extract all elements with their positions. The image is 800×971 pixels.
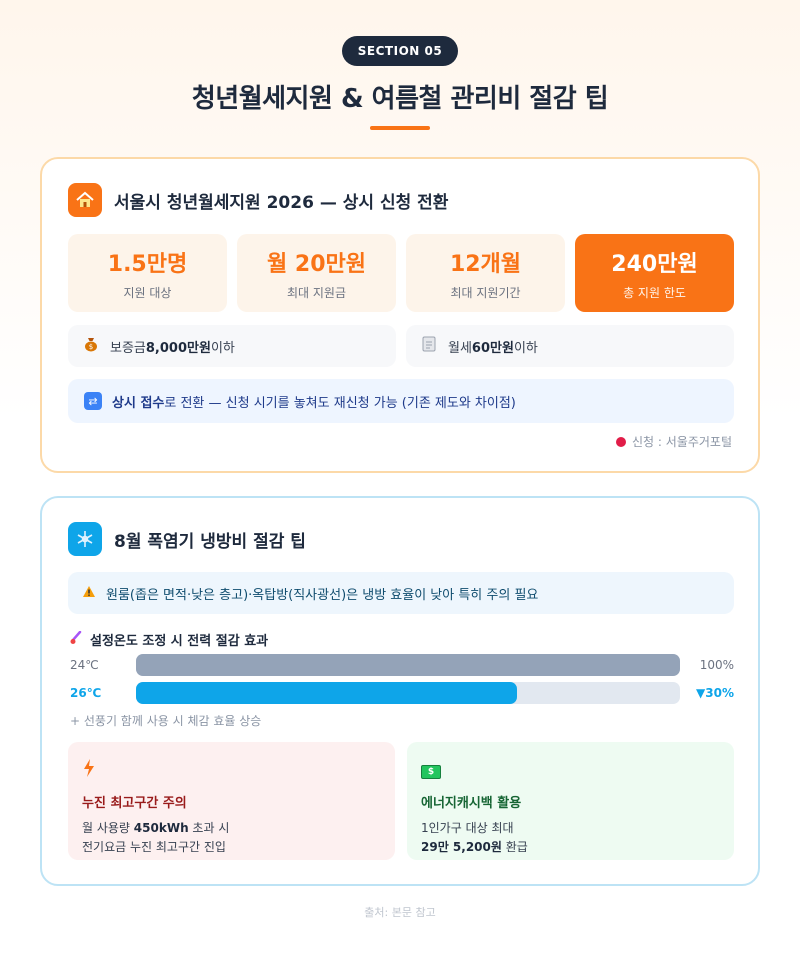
bar-value: ▼30% — [696, 686, 734, 700]
card-header: 8월 폭염기 냉방비 절감 팁 — [68, 522, 306, 556]
apply-link[interactable]: 신청 : 서울주거포털 — [616, 433, 732, 450]
bar-fill — [136, 654, 680, 676]
tip-title: 누진 최고구간 주의 — [82, 796, 187, 811]
thermometer-icon — [70, 630, 82, 648]
bar-label: 24℃ — [70, 658, 99, 672]
bar-section-title: 설정온도 조정 시 전력 절감 효과 — [70, 630, 268, 649]
pin-icon — [616, 436, 626, 447]
notice-bold: 상시 접수 — [112, 395, 165, 411]
bar-title-text: 설정온도 조정 시 전력 절감 효과 — [90, 634, 269, 649]
tip-line: 29만 5,200원 환급 — [421, 838, 720, 857]
tip-title: 에너지캐시백 활용 — [421, 796, 522, 811]
title-underline — [370, 126, 430, 130]
source-footer: 출처: 본문 참고 — [364, 906, 436, 919]
stats-row: 1.5만명 지원 대상 월 20만원 최대 지원금 12개월 최대 지원기간 2… — [68, 234, 734, 312]
tip-energy-cashback: $ 에너지캐시백 활용 1인가구 대상 최대 29만 5,200원 환급 — [407, 742, 734, 860]
condition-suffix: 이하 — [513, 340, 538, 356]
stat-value: 월 20만원 — [267, 251, 366, 277]
conditions-row: $ 보증금 8,000만원 이하 월세 60만원 이하 — [68, 325, 734, 367]
tip-text: 환급 — [501, 840, 528, 854]
tip-line: 전기요금 누진 최고구간 진입 — [82, 840, 226, 854]
condition-suffix: 이하 — [210, 340, 235, 356]
tip-bold: 450kWh — [133, 821, 189, 835]
card-header: 서울시 청년월세지원 2026 — 상시 신청 전환 — [68, 183, 448, 217]
stat-max-amount: 월 20만원 최대 지원금 — [237, 234, 396, 312]
page-title: 청년월세지원 & 여름철 관리비 절감 팁 — [191, 84, 609, 114]
condition-prefix: 월세 — [448, 340, 472, 356]
stat-value: 12개월 — [449, 251, 522, 277]
stat-label: 최대 지원금 — [286, 285, 346, 300]
house-icon — [68, 183, 102, 217]
warning-box: 원룸(좁은 면적·낮은 층고)·옥탑방(직사광선)은 냉방 효율이 낮아 특히 … — [68, 572, 734, 614]
bar-track — [136, 682, 680, 704]
bar-value: 100% — [699, 658, 734, 672]
tips-row: 누진 최고구간 주의 월 사용량 450kWh 초과 시 전기요금 누진 최고구… — [68, 742, 734, 860]
money-bag-icon: $ — [82, 336, 100, 356]
stat-max-period: 12개월 최대 지원기간 — [406, 234, 565, 312]
cash-icon: $ — [421, 758, 720, 782]
bar-label: 26℃ — [70, 686, 102, 700]
tip-text: 초과 시 — [188, 821, 230, 835]
repeat-icon: ⇄ — [84, 392, 102, 410]
bar-fill — [136, 682, 517, 704]
tip-line: 1인가구 대상 최대 — [421, 821, 514, 835]
bar-track — [136, 654, 680, 676]
tip-text: 월 사용량 — [82, 821, 134, 835]
condition-amount: 8,000만원 — [145, 340, 211, 356]
tip-line: 월 사용량 450kWh 초과 시 — [82, 819, 381, 838]
lightning-icon — [82, 758, 381, 782]
document-icon — [420, 336, 438, 356]
svg-text:$: $ — [89, 343, 93, 351]
card-title: 8월 폭염기 냉방비 절감 팁 — [114, 531, 306, 552]
card-title: 서울시 청년월세지원 2026 — 상시 신청 전환 — [114, 192, 449, 213]
stat-label: 총 지원 한도 — [623, 285, 686, 300]
rent-condition: 월세 60만원 이하 — [406, 325, 734, 367]
stat-label: 최대 지원기간 — [450, 285, 521, 300]
bar-row-24: 24℃ 100% — [70, 654, 734, 676]
stat-target: 1.5만명 지원 대상 — [68, 234, 227, 312]
cooling-tips-card: 8월 폭염기 냉방비 절감 팁 원룸(좁은 면적·낮은 층고)·옥탑방(직사광선… — [40, 496, 760, 886]
apply-text: 신청 : 서울주거포털 — [632, 435, 732, 449]
bar-note: + 선풍기 함께 사용 시 체감 효율 상승 — [70, 714, 262, 728]
tip-progressive-rate: 누진 최고구간 주의 월 사용량 450kWh 초과 시 전기요금 누진 최고구… — [68, 742, 395, 860]
snowflake-icon — [68, 522, 102, 556]
notice-text: 로 전환 — 신청 시기를 놓쳐도 재신청 가능 (기존 제도와 차이점) — [164, 395, 516, 411]
warning-text: 원룸(좁은 면적·낮은 층고)·옥탑방(직사광선)은 냉방 효율이 낮아 특히 … — [106, 587, 539, 603]
bar-row-26: 26℃ ▼30% — [70, 682, 734, 704]
condition-prefix: 보증금 — [110, 340, 146, 356]
section-badge: SECTION 05 — [342, 36, 458, 66]
condition-amount: 60만원 — [471, 340, 514, 356]
warning-icon — [82, 585, 96, 602]
stat-label: 지원 대상 — [123, 285, 172, 300]
tip-bold: 29만 5,200원 — [421, 840, 502, 854]
always-open-notice: ⇄ 상시 접수 로 전환 — 신청 시기를 놓쳐도 재신청 가능 (기존 제도와… — [68, 379, 734, 423]
stat-value: 1.5만명 — [107, 251, 188, 277]
stat-total-limit: 240만원 총 지원 한도 — [575, 234, 734, 312]
rent-support-card: 서울시 청년월세지원 2026 — 상시 신청 전환 1.5만명 지원 대상 월… — [40, 157, 760, 473]
stat-value: 240만원 — [611, 251, 698, 277]
deposit-condition: $ 보증금 8,000만원 이하 — [68, 325, 396, 367]
